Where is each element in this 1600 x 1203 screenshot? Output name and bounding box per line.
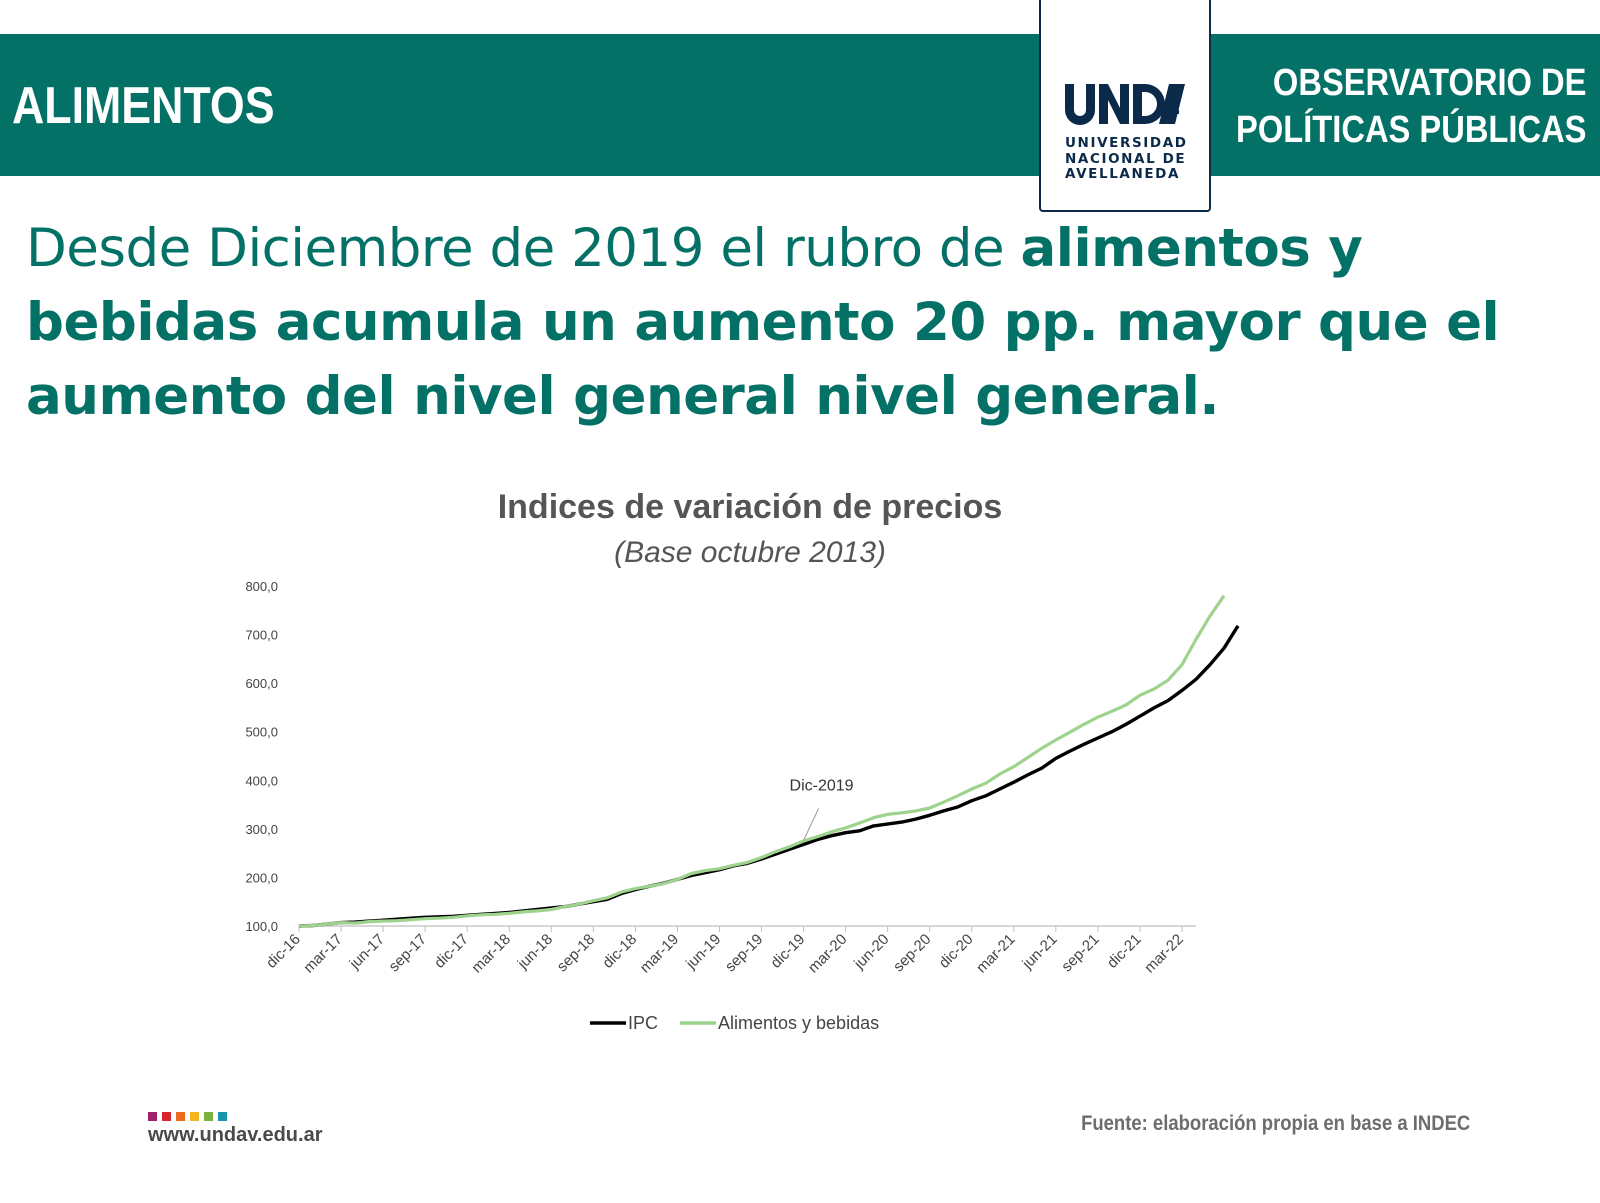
- headline-regular: Desde Diciembre de 2019 el rubro de: [26, 218, 1021, 279]
- brand-dot: [218, 1112, 227, 1121]
- x-tick-label: sep-17: [386, 931, 430, 975]
- source-note: Fuente: elaboración propia en base a IND…: [1080, 1112, 1470, 1135]
- x-tick-label: sep-20: [890, 931, 934, 975]
- x-tick-label: mar-19: [637, 931, 683, 977]
- x-tick-label: dic-20: [936, 931, 977, 972]
- x-tick-label: jun-19: [682, 931, 724, 973]
- logo-text: UNIVERSIDAD NACIONAL DE AVELLANEDA: [1065, 135, 1195, 183]
- y-tick-label: 600,0: [245, 676, 278, 691]
- organization-line-1: OBSERVATORIO DE: [1272, 62, 1586, 104]
- logo-line-2: NACIONAL DE: [1065, 150, 1187, 167]
- y-tick-label: 500,0: [245, 725, 278, 740]
- x-tick-label: sep-19: [722, 931, 766, 975]
- chart-title: Indices de variación de precios: [497, 488, 1003, 526]
- x-tick-label: dic-16: [263, 931, 304, 972]
- brand-dot: [148, 1112, 157, 1121]
- y-tick-label: 300,0: [245, 822, 278, 837]
- x-tick-label: jun-18: [514, 931, 556, 973]
- brand-dot: [162, 1112, 171, 1121]
- x-tick-label: dic-18: [599, 931, 640, 972]
- legend-ipc-label: IPC: [628, 1013, 658, 1033]
- x-tick-label: sep-18: [554, 931, 598, 975]
- x-tick-label: dic-21: [1104, 931, 1145, 972]
- x-tick-label: mar-22: [1141, 931, 1187, 977]
- x-tick-label: jun-21: [1018, 931, 1060, 973]
- y-tick-label: 100,0: [245, 919, 278, 934]
- x-tick-label: jun-20: [850, 931, 892, 973]
- annotation-label: Dic-2019: [790, 777, 854, 794]
- undav-logo-mark: [1065, 84, 1185, 125]
- logo-line-3: AVELLANEDA: [1065, 166, 1181, 182]
- headline: Desde Diciembre de 2019 el rubro de alim…: [26, 212, 1586, 434]
- x-tick-label: mar-18: [468, 931, 514, 977]
- y-tick-label: 800,0: [245, 579, 278, 594]
- y-tick-label: 700,0: [245, 628, 278, 643]
- section-title: ALIMENTOS: [12, 77, 275, 135]
- legend-alimentos-label: Alimentos y bebidas: [718, 1013, 879, 1033]
- headline-bold: alimentos y bebidas acumula un aumento 2…: [26, 218, 1500, 427]
- brand-color-dots: [148, 1108, 232, 1126]
- x-tick-label: mar-21: [973, 931, 1019, 977]
- header-band: [0, 34, 1600, 176]
- logo-line-1: UNIVERSIDAD: [1065, 135, 1188, 151]
- x-tick-label: jun-17: [346, 931, 388, 973]
- y-tick-label: 200,0: [245, 870, 278, 885]
- y-tick-label: 400,0: [245, 773, 278, 788]
- series-alimentos-line: [298, 594, 1226, 928]
- x-tick-label: mar-20: [805, 931, 851, 977]
- organization-name: OBSERVATORIO DE POLÍTICAS PÚBLICAS: [1236, 60, 1586, 154]
- undav-logo: UNIVERSIDAD NACIONAL DE AVELLANEDA: [1039, 0, 1211, 212]
- brand-dot: [190, 1112, 199, 1121]
- brand-dot: [176, 1112, 185, 1121]
- website-link[interactable]: www.undav.edu.ar: [148, 1124, 323, 1146]
- chart-subtitle: (Base octubre 2013): [614, 536, 886, 569]
- organization-line-2: POLÍTICAS PÚBLICAS: [1235, 109, 1586, 151]
- x-tick-label: sep-21: [1058, 931, 1102, 975]
- x-tick-label: mar-17: [300, 931, 346, 977]
- annotation-leader: [803, 808, 820, 841]
- x-tick-label: dic-19: [767, 931, 808, 972]
- x-tick-label: dic-17: [431, 931, 472, 972]
- series-ipc-line: [298, 624, 1240, 928]
- brand-dot: [204, 1112, 213, 1121]
